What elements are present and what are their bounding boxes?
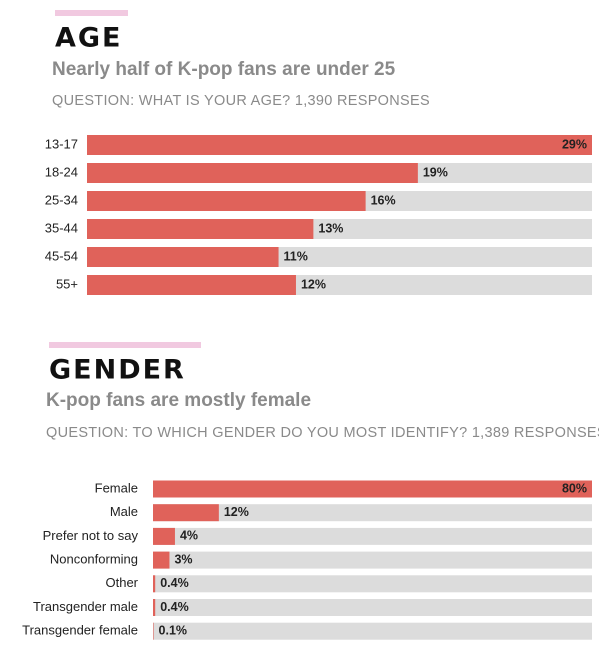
bar <box>153 551 170 569</box>
bar-track <box>153 504 592 522</box>
bar <box>87 275 296 295</box>
bar-track <box>153 575 592 593</box>
bar <box>87 247 279 267</box>
accent-bar <box>49 342 201 348</box>
category-label: Transgender female <box>22 623 138 638</box>
value-label: 16% <box>371 193 396 207</box>
value-label: 12% <box>301 277 326 291</box>
bar <box>87 219 314 239</box>
bar <box>153 599 156 616</box>
category-label: Male <box>110 504 138 519</box>
bar <box>153 527 175 545</box>
category-label: 18-24 <box>45 164 78 179</box>
value-label: 12% <box>224 505 249 519</box>
category-label: 45-54 <box>45 248 78 263</box>
bar <box>87 135 592 155</box>
value-label: 13% <box>318 221 343 235</box>
category-label: Female <box>95 480 138 495</box>
chart-subtitle: Nearly half of K-pop fans are under 25 <box>52 59 396 80</box>
value-label: 0.1% <box>159 623 188 637</box>
bar <box>87 163 418 183</box>
chart-title: AGE <box>55 23 123 54</box>
category-label: Nonconforming <box>50 552 138 567</box>
category-label: Other <box>105 575 138 590</box>
category-label: 35-44 <box>45 220 78 235</box>
bar <box>153 504 219 522</box>
bar <box>153 480 592 498</box>
value-label: 19% <box>423 165 448 179</box>
chart-subtitle: K-pop fans are mostly female <box>46 390 311 411</box>
category-label: 25-34 <box>45 192 78 207</box>
category-label: Transgender male <box>33 599 138 614</box>
value-label: 3% <box>174 552 192 566</box>
category-label: 55+ <box>56 276 78 291</box>
accent-bar <box>55 10 128 16</box>
bar-track <box>153 599 592 616</box>
bar <box>153 575 156 593</box>
chart-question: QUESTION: WHAT IS YOUR AGE? 1,390 RESPON… <box>52 93 430 109</box>
value-label: 0.4% <box>160 576 189 590</box>
category-label: Prefer not to say <box>43 528 139 543</box>
value-label: 80% <box>562 481 587 495</box>
bar <box>87 191 366 211</box>
chart-title: GENDER <box>49 355 186 386</box>
value-label: 0.4% <box>160 600 189 614</box>
value-label: 4% <box>180 529 198 543</box>
bar <box>153 622 154 640</box>
bar-track <box>153 527 592 545</box>
bar-track <box>153 551 592 569</box>
value-label: 29% <box>562 137 587 151</box>
category-label: 13-17 <box>45 136 78 151</box>
chart-question: QUESTION: TO WHICH GENDER DO YOU MOST ID… <box>46 425 599 441</box>
bar-track <box>153 622 592 640</box>
value-label: 11% <box>284 249 308 263</box>
